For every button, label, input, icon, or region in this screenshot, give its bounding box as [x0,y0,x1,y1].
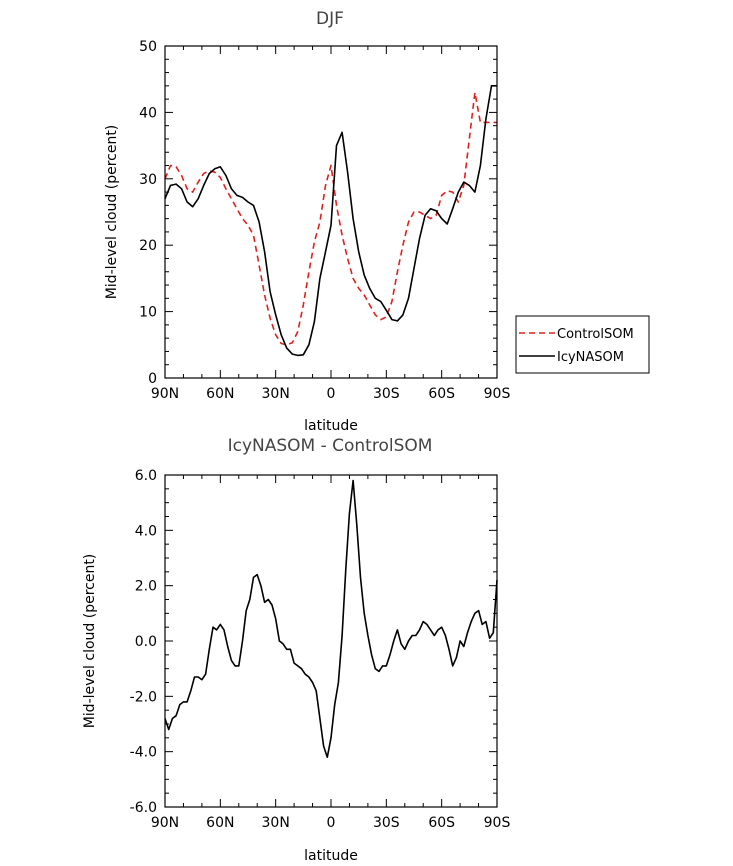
legend: ControlSOM IcyNASOM [515,315,650,374]
x-tick-label: 60N [206,815,234,831]
y-tick-label: 20 [139,238,157,254]
y-axis-label: Mid-level cloud (percent) [104,125,120,300]
y-tick-label: 10 [139,305,157,321]
legend-box [515,315,650,374]
y-tick-label: 40 [139,105,157,121]
x-axis-label: latitude [304,848,358,864]
legend-label-controlsom: ControlSOM [557,327,634,342]
y-tick-label: 30 [139,172,157,188]
y-tick-label: 0.0 [135,634,157,650]
x-tick-label: 90N [151,815,179,831]
y-tick-label: -4.0 [130,745,157,761]
y-axis-label: Mid-level cloud (percent) [82,554,98,729]
y-tick-label: 2.0 [135,579,157,595]
x-tick-label: 30N [262,815,290,831]
series-lines [164,479,498,759]
legend-label-icynasom: IcyNASOM [557,350,624,365]
chart-title: DJF [316,9,344,29]
x-tick-label: 30S [373,386,400,402]
series-lines [164,85,497,357]
y-tick-label: 0 [148,371,157,387]
x-tick-label: 0 [327,815,336,831]
panel-bottom: IcyNASOM - ControlSOM 90N 60N 30N 0 30S 60S 90… [82,436,510,864]
series-line-controlsom [164,91,497,346]
x-tick-label: 60S [428,386,455,402]
x-tick-label: 60N [206,386,234,402]
x-tick-label: 60S [428,815,455,831]
y-tick-label: -2.0 [130,689,157,705]
chart-title: IcyNASOM - ControlSOM [228,436,433,456]
x-tick-label: 90S [484,815,511,831]
x-tick-label: 0 [327,386,336,402]
x-ticks: 90N 60N 30N 0 30S 60S 90S [151,46,511,402]
panel-top: DJF 90N 60N 30N 0 30S 60S 90S 0 10 20 30 40 50 lati… [104,9,650,434]
x-tick-label: 30N [262,386,290,402]
plot-frame [164,474,498,808]
y-tick-label: 50 [139,39,157,55]
x-tick-label: 30S [373,815,400,831]
y-ticks: -6.0 -4.0 -2.0 0.0 2.0 4.0 6.0 [130,468,497,816]
y-tick-label: 4.0 [135,523,157,539]
x-axis-label: latitude [304,418,358,434]
y-tick-label: -6.0 [130,800,157,816]
x-tick-label: 90S [484,386,511,402]
series-line-difference [164,479,498,759]
x-ticks: 90N 60N 30N 0 30S 60S 90S [151,475,511,831]
series-line-icynasom [164,85,497,357]
y-tick-label: 6.0 [135,468,157,484]
y-ticks: 0 10 20 30 40 50 [139,39,497,387]
x-tick-label: 90N [151,386,179,402]
plot-frame [164,45,498,379]
